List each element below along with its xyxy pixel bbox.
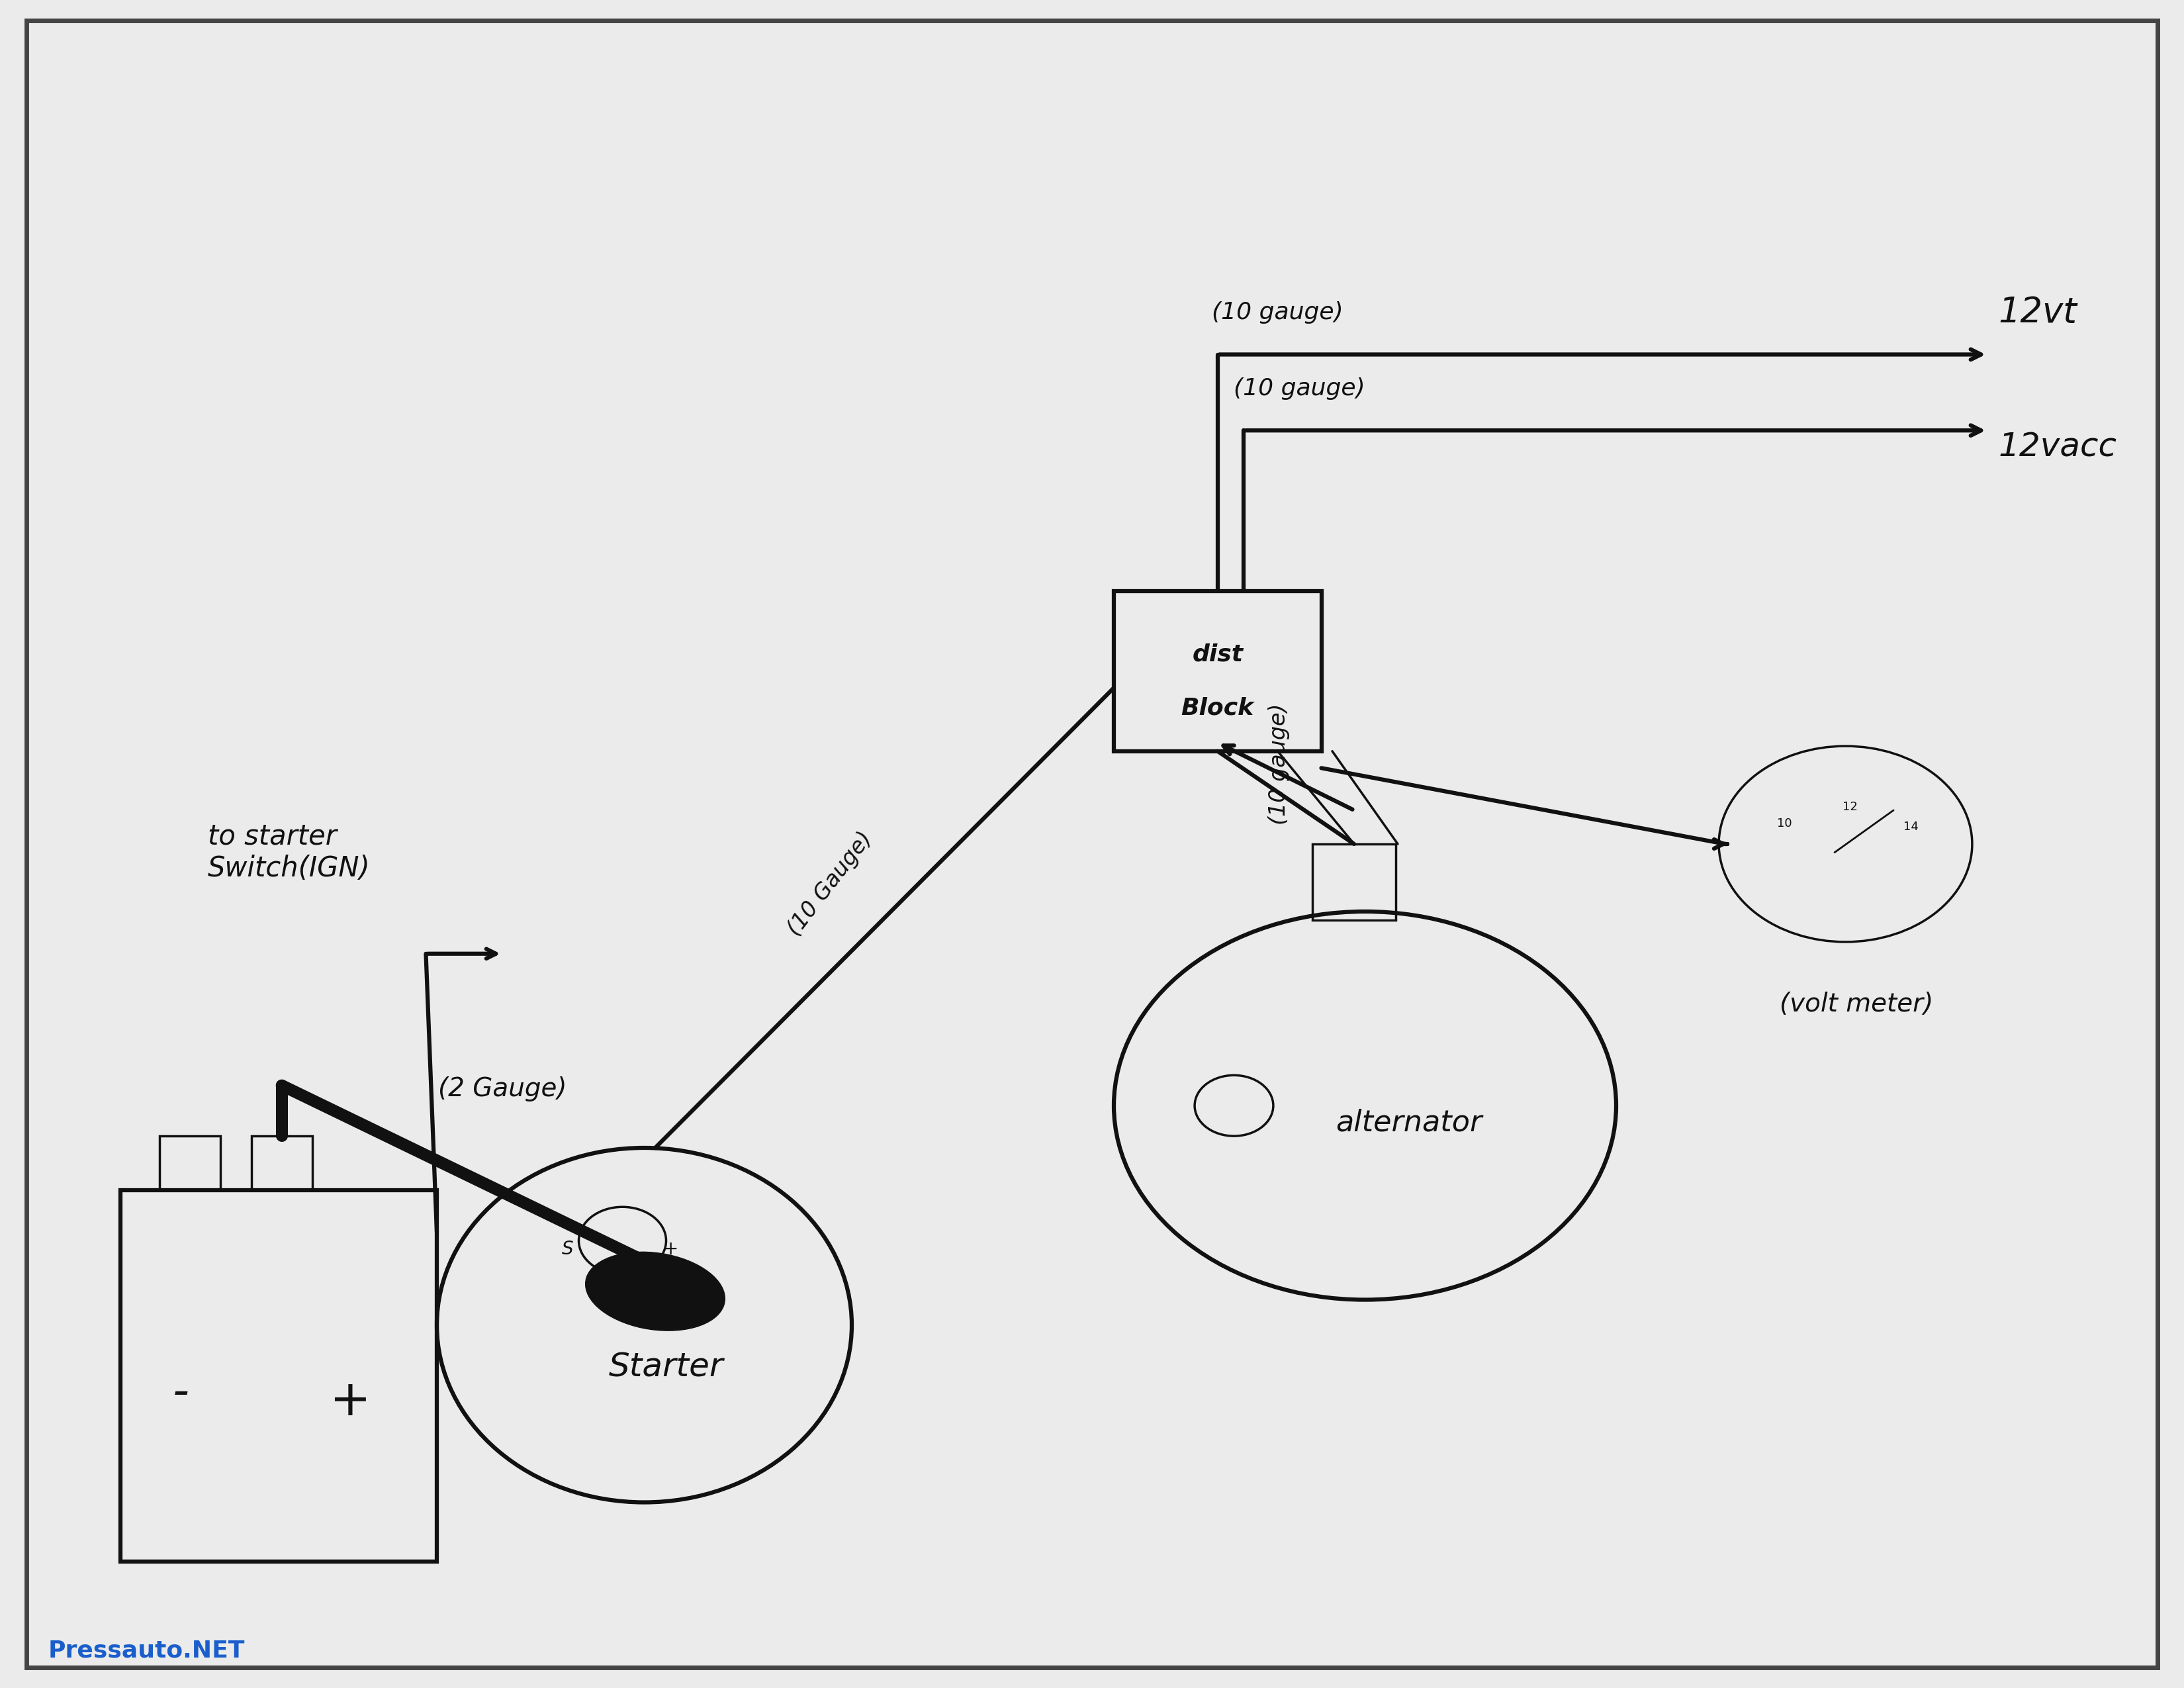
- Text: -: -: [173, 1371, 190, 1415]
- Text: Pressauto.NET: Pressauto.NET: [48, 1639, 245, 1663]
- Text: 14: 14: [1904, 820, 1918, 834]
- Text: dist: dist: [1192, 643, 1243, 665]
- Text: S: S: [561, 1241, 574, 1258]
- Text: Starter: Starter: [609, 1352, 723, 1382]
- Text: (2 Gauge): (2 Gauge): [439, 1077, 566, 1101]
- Ellipse shape: [585, 1252, 725, 1330]
- Text: 10: 10: [1778, 817, 1791, 830]
- Text: +: +: [328, 1377, 371, 1425]
- Text: Block: Block: [1182, 697, 1254, 719]
- Text: (10 gauge): (10 gauge): [1212, 300, 1343, 324]
- Text: +: +: [662, 1241, 679, 1258]
- Text: (10 gauge): (10 gauge): [1234, 376, 1365, 400]
- Text: to starter
Switch(IGN): to starter Switch(IGN): [207, 822, 369, 883]
- Text: alternator: alternator: [1334, 1109, 1483, 1136]
- Text: (10 Gauge): (10 Gauge): [784, 829, 876, 940]
- Text: (10 gauge): (10 gauge): [1267, 704, 1289, 824]
- Text: 12vt: 12vt: [1998, 295, 2077, 329]
- Text: (volt meter): (volt meter): [1780, 993, 1933, 1016]
- Text: 12: 12: [1843, 800, 1856, 814]
- Text: 12vacc: 12vacc: [1998, 432, 2116, 463]
